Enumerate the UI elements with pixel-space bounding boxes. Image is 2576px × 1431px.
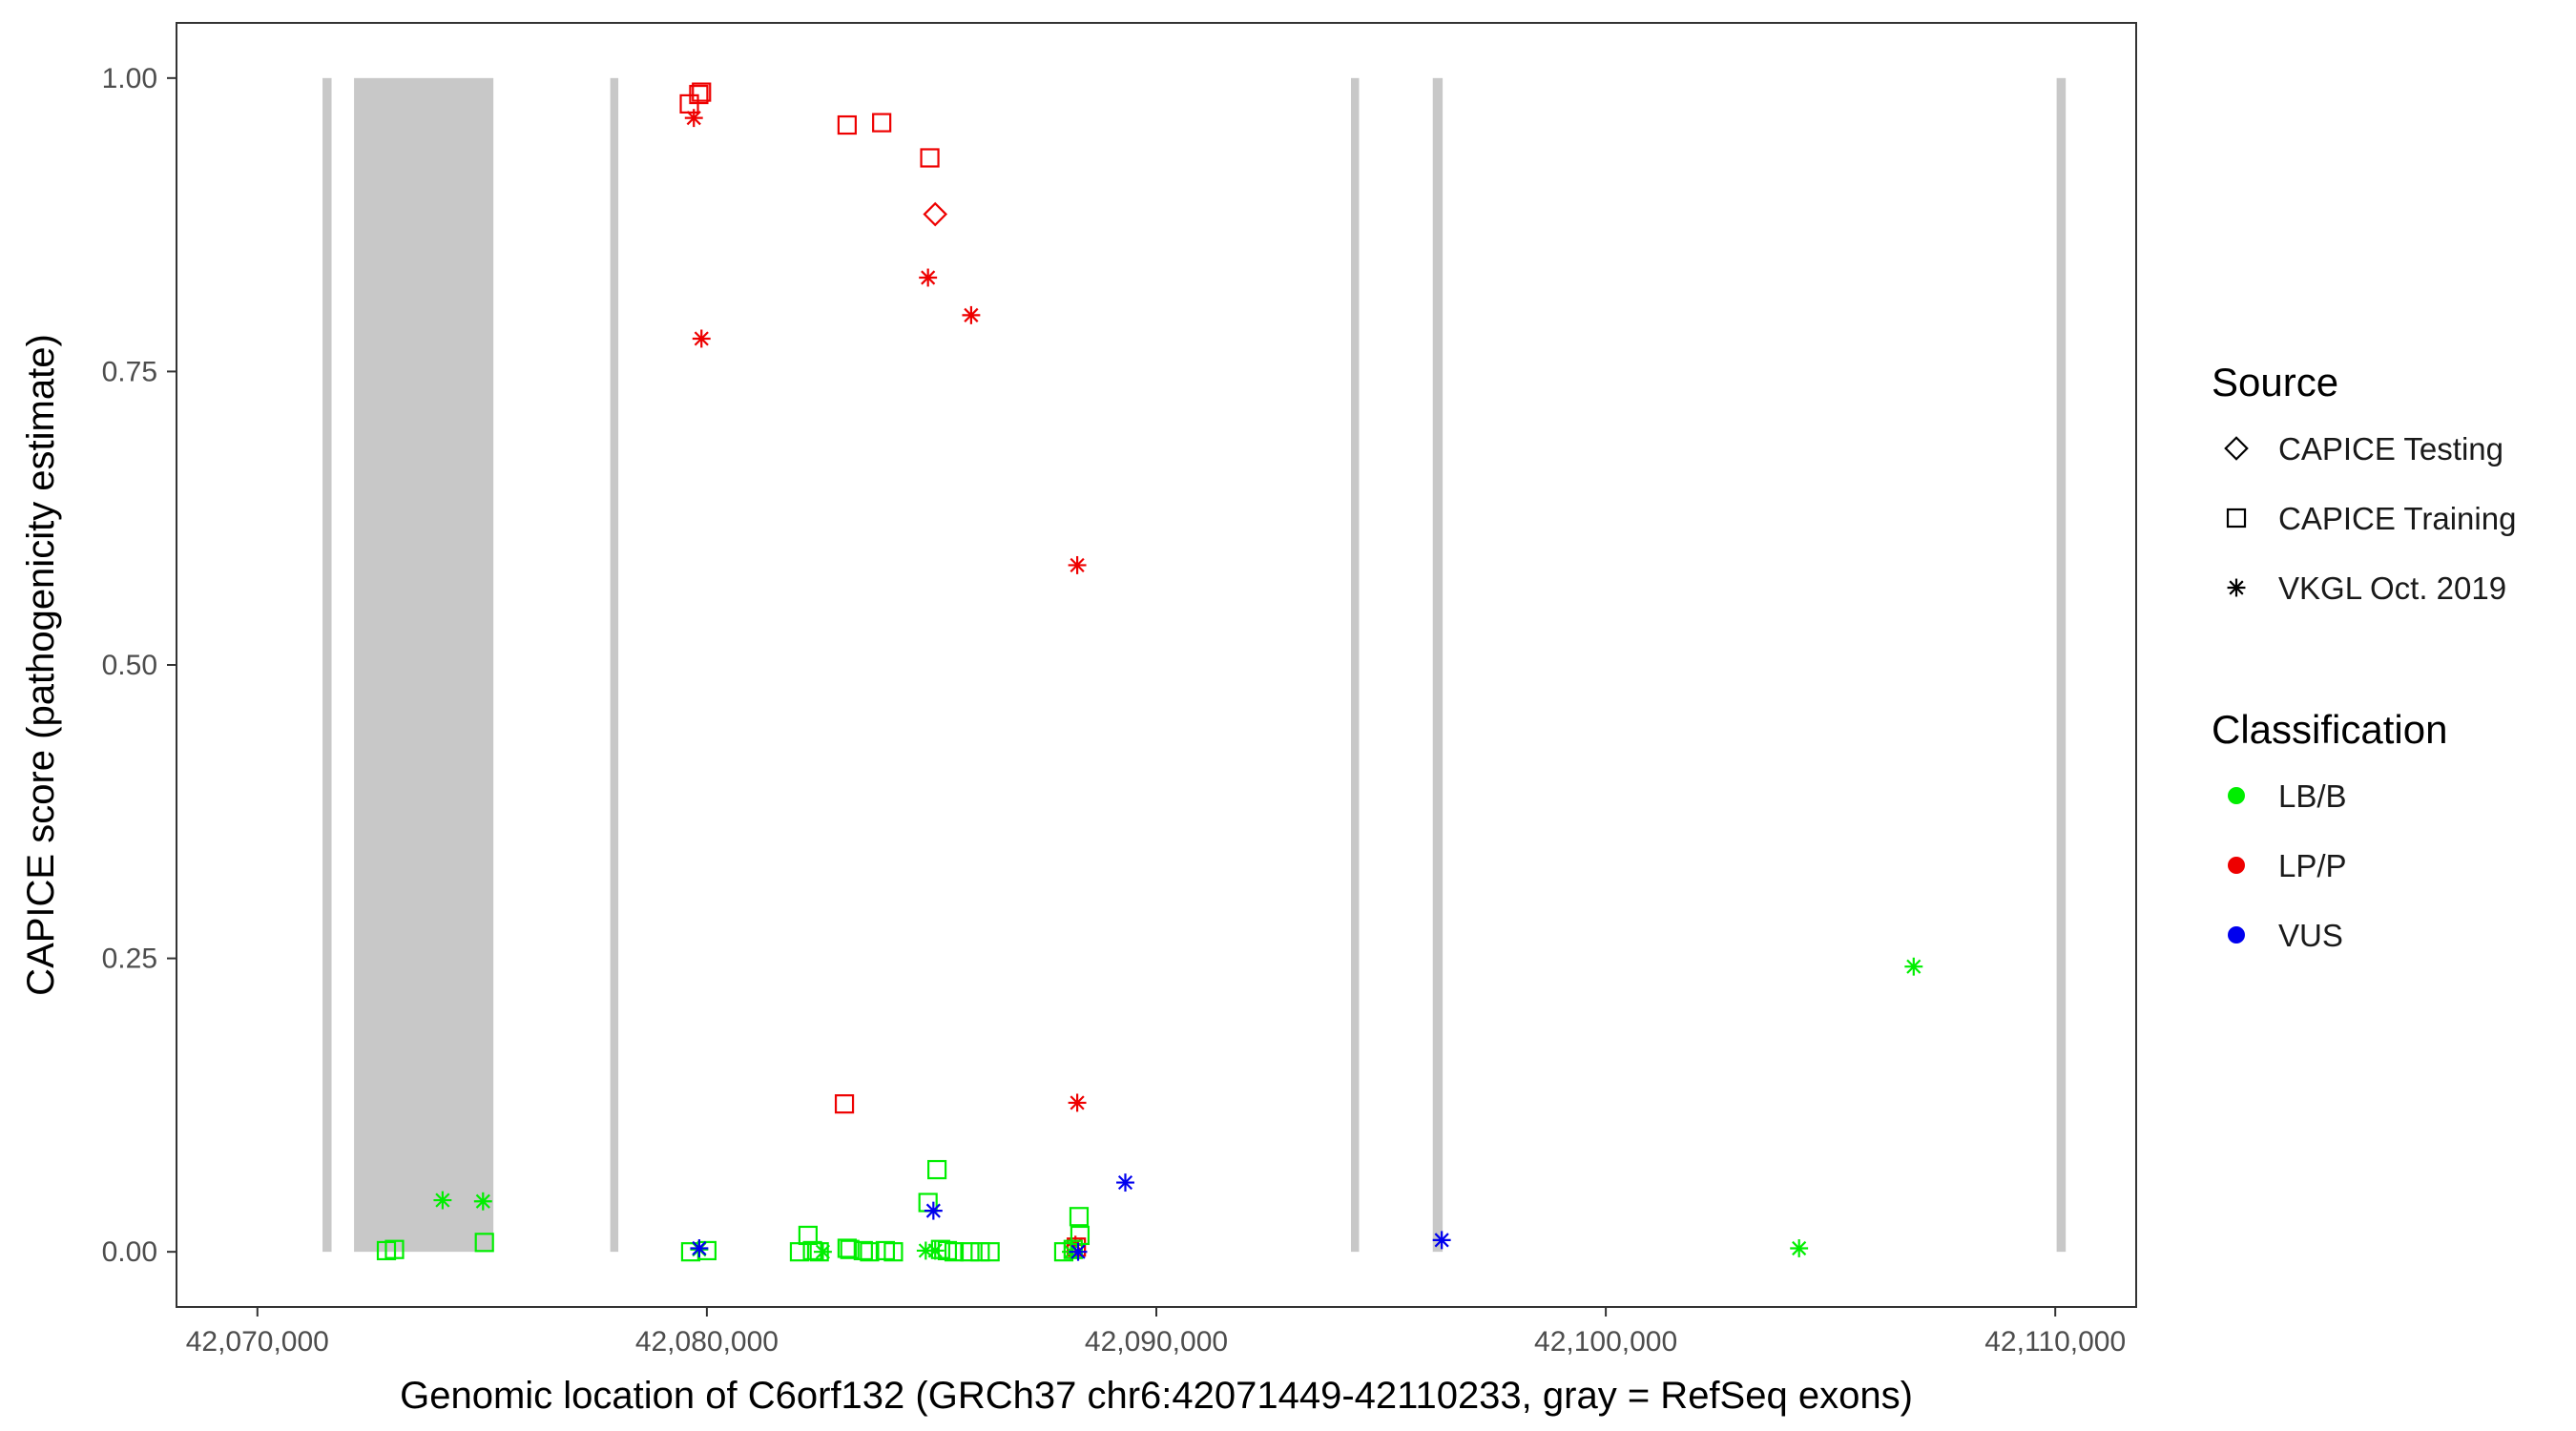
data-point bbox=[860, 1242, 880, 1262]
data-point bbox=[925, 1241, 945, 1260]
data-point bbox=[433, 1191, 452, 1210]
data-point bbox=[837, 114, 857, 135]
legend-source-key bbox=[2226, 508, 2247, 529]
exon-band bbox=[2056, 77, 2067, 1253]
data-point bbox=[920, 148, 940, 168]
legend-source-items: CAPICE Testing CAPICE Training VKGL Oct. 2… bbox=[2224, 431, 2516, 606]
legend-source-label: VKGL Oct. 2019 bbox=[2278, 570, 2506, 606]
data-point bbox=[962, 305, 981, 324]
exon-band bbox=[610, 77, 619, 1253]
data-point bbox=[692, 329, 711, 348]
data-point bbox=[384, 1239, 405, 1259]
data-point bbox=[919, 268, 938, 287]
data-point bbox=[1904, 957, 1923, 976]
legend-classification-label: VUS bbox=[2278, 918, 2343, 953]
legend-source-key bbox=[2227, 578, 2246, 597]
legend-classification-key bbox=[2228, 926, 2245, 944]
x-tick-label: 42,110,000 bbox=[1984, 1326, 2126, 1358]
legend-source-title: Source bbox=[2212, 360, 2338, 404]
data-point bbox=[1070, 1225, 1091, 1246]
x-axis: 42,070,000 42,080,000 42,090,000 42,100,000… bbox=[186, 1307, 2126, 1358]
x-tick-label: 42,090,000 bbox=[1085, 1326, 1228, 1358]
legend-classification-label: LB/B bbox=[2278, 778, 2347, 814]
data-point bbox=[872, 113, 892, 133]
x-tick-label: 42,070,000 bbox=[186, 1326, 329, 1358]
exon-band bbox=[322, 77, 332, 1253]
data-point bbox=[853, 1240, 873, 1261]
legend-classification-key bbox=[2228, 787, 2245, 804]
y-tick-label: 1.00 bbox=[102, 63, 157, 94]
legend-classification-label: LP/P bbox=[2278, 848, 2347, 883]
y-axis-title: CAPICE score (pathogenicity estimate) bbox=[20, 334, 62, 996]
data-point bbox=[923, 201, 948, 227]
data-point bbox=[692, 82, 712, 102]
data-point bbox=[690, 1239, 709, 1257]
legend-source-label: CAPICE Training bbox=[2278, 501, 2516, 536]
data-point bbox=[474, 1233, 494, 1253]
data-point bbox=[1068, 1093, 1087, 1112]
legend-classification-title: Classification bbox=[2212, 707, 2447, 752]
data-point bbox=[1116, 1173, 1134, 1192]
data-point bbox=[930, 1239, 950, 1259]
y-axis: 0.00 0.25 0.50 0.75 1.00 bbox=[102, 63, 177, 1268]
data-point bbox=[1069, 1242, 1088, 1261]
y-tick-label: 0.00 bbox=[102, 1236, 157, 1268]
data-point bbox=[960, 1242, 980, 1262]
legend-source-key bbox=[2224, 436, 2249, 461]
exon-layer bbox=[322, 77, 2067, 1253]
data-point bbox=[883, 1242, 904, 1262]
legend-classification-key bbox=[2228, 857, 2245, 874]
data-point bbox=[689, 84, 709, 105]
data-point bbox=[1432, 1231, 1451, 1250]
data-point bbox=[840, 1239, 860, 1259]
data-point bbox=[924, 1201, 943, 1220]
exon-band bbox=[354, 77, 494, 1253]
data-point bbox=[927, 1159, 947, 1180]
legend: Source CAPICE Testing CAPICE Training VKGL… bbox=[2212, 360, 2516, 953]
exon-band bbox=[1350, 77, 1360, 1253]
y-tick-label: 0.25 bbox=[102, 944, 157, 975]
x-tick-label: 42,080,000 bbox=[635, 1326, 779, 1358]
data-point bbox=[1068, 555, 1087, 574]
exon-band bbox=[1432, 77, 1444, 1253]
data-point bbox=[798, 1225, 818, 1246]
data-points bbox=[376, 82, 1923, 1262]
data-point bbox=[1069, 1207, 1090, 1227]
y-tick-label: 0.50 bbox=[102, 650, 157, 681]
legend-source-label: CAPICE Testing bbox=[2278, 431, 2503, 467]
x-tick-label: 42,100,000 bbox=[1534, 1326, 1677, 1358]
legend-classification-items: LB/B LP/P VUS bbox=[2228, 778, 2347, 953]
data-point bbox=[970, 1242, 990, 1262]
data-point bbox=[473, 1192, 492, 1211]
data-point bbox=[944, 1242, 965, 1262]
data-point bbox=[1790, 1239, 1809, 1257]
data-point bbox=[684, 109, 703, 128]
data-point bbox=[834, 1094, 855, 1114]
x-axis-title: Genomic location of C6orf132 (GRCh37 chr… bbox=[400, 1375, 1913, 1417]
y-tick-label: 0.75 bbox=[102, 356, 157, 387]
data-point bbox=[813, 1242, 832, 1261]
data-point bbox=[980, 1242, 1000, 1262]
